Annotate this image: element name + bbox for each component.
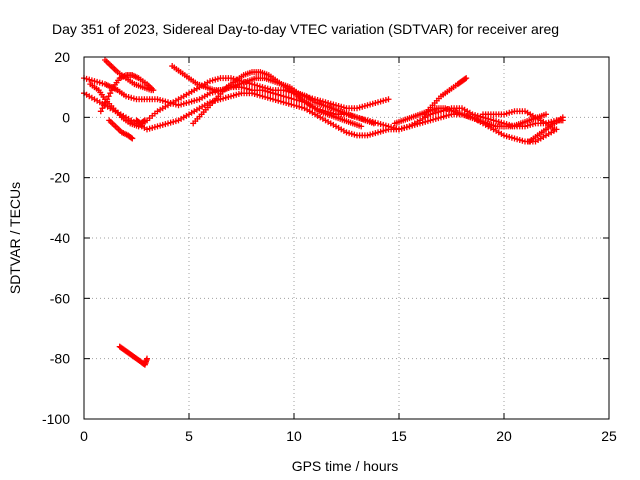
series-track-7 — [133, 117, 148, 127]
x-tick-label: 10 — [286, 428, 302, 444]
data-point — [100, 102, 107, 109]
data-point — [97, 108, 104, 115]
axis-ticks: 0 5 10 15 20 25 -100 -80 -60 -40 -20 0 20 — [42, 49, 617, 444]
x-tick-label: 5 — [185, 428, 193, 444]
x-tick-label: 15 — [391, 428, 407, 444]
data-point — [105, 93, 112, 100]
series-track-9 — [190, 69, 365, 130]
data-point — [108, 87, 115, 94]
x-axis-label: GPS time / hours — [292, 458, 399, 474]
data-point — [385, 96, 392, 103]
grid — [84, 57, 609, 419]
series-track-14 — [116, 343, 150, 368]
data-point — [141, 117, 148, 124]
y-tick-label: -100 — [42, 411, 70, 427]
y-axis-label: SDTVAR / TECUs — [7, 182, 23, 294]
data-point — [543, 111, 549, 118]
data-point — [370, 120, 377, 127]
y-tick-label: -80 — [50, 351, 70, 367]
series-track-10 — [391, 105, 549, 130]
y-tick-label: -60 — [50, 290, 70, 306]
y-tick-label: 0 — [62, 109, 70, 125]
data-point — [99, 105, 106, 112]
data-point — [358, 123, 365, 130]
data-point — [129, 135, 136, 142]
x-tick-label: 0 — [80, 428, 88, 444]
series-track-6 — [106, 117, 136, 142]
x-tick-label: 25 — [601, 428, 617, 444]
data-point — [463, 75, 470, 82]
series-track-5 — [102, 57, 155, 94]
data-point — [107, 90, 114, 97]
data-point — [462, 75, 469, 82]
data-point — [551, 126, 558, 133]
data-point — [559, 114, 566, 121]
chart-title: Day 351 of 2023, Sidereal Day-to-day VTE… — [52, 21, 559, 37]
data-point — [144, 355, 150, 362]
data-point — [140, 118, 147, 125]
data-points — [81, 57, 566, 368]
y-tick-label: -40 — [50, 230, 70, 246]
data-point — [128, 134, 135, 141]
data-point — [148, 87, 155, 94]
y-tick-label: 20 — [54, 49, 70, 65]
data-point — [102, 99, 109, 106]
series-track-13 — [526, 114, 566, 145]
x-tick-label: 20 — [496, 428, 512, 444]
data-point — [104, 96, 111, 103]
series-track-11 — [421, 75, 470, 118]
y-tick-label: -20 — [50, 170, 70, 186]
